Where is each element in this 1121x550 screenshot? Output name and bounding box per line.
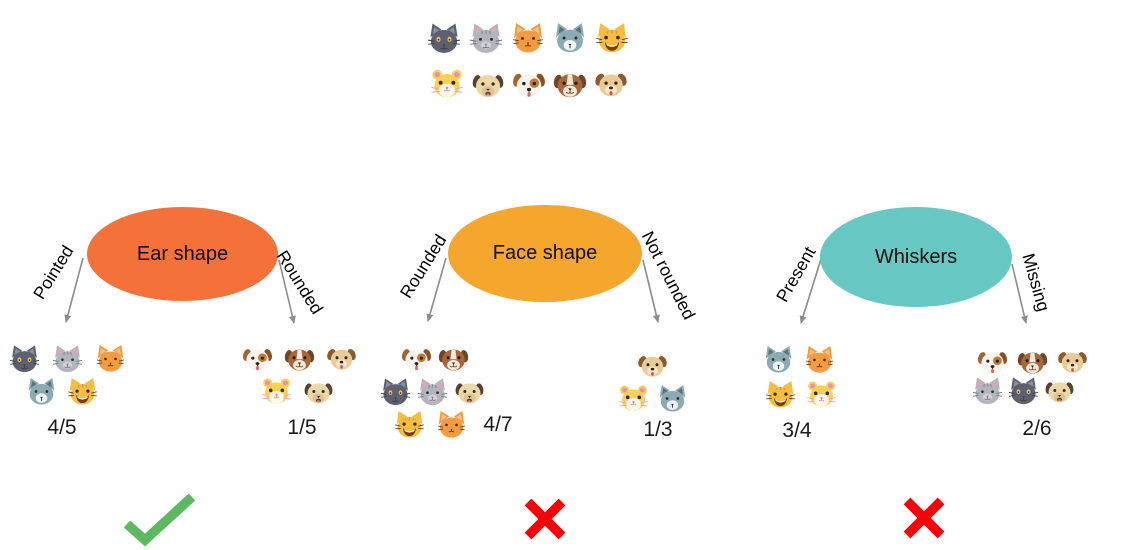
dog-white-emoji <box>512 67 546 101</box>
purity-fraction-rounded: 1/5 <box>287 416 317 439</box>
cat-grin-emoji <box>765 379 796 410</box>
purity-fraction-pointed: 4/5 <box>47 416 77 439</box>
branch-label-missing: Missing <box>1018 251 1054 314</box>
dog-tan-emoji <box>637 350 668 381</box>
checkmark-stroke <box>123 493 196 547</box>
cross-icon <box>524 498 566 540</box>
checkmark-icon <box>123 493 196 547</box>
wolf-emoji <box>26 376 57 407</box>
wolf-emoji <box>763 344 794 375</box>
hamster-emoji <box>618 383 649 414</box>
subset-row <box>977 346 1088 377</box>
subset-row <box>637 350 688 381</box>
cross-icon <box>903 497 945 539</box>
cat-gray-emoji <box>52 343 83 374</box>
cat-orange-emoji <box>511 21 545 55</box>
branch-label-rounded-face: Rounded <box>395 230 451 302</box>
feature-label: Whiskers <box>874 245 958 268</box>
branch-label-not-rounded: Not rounded <box>637 227 700 323</box>
cat-gray-emoji <box>469 21 503 55</box>
purity-fraction-face-rounded: 4/7 <box>483 413 513 436</box>
cat-grin-emoji <box>67 376 98 407</box>
cat-dark-emoji <box>1008 375 1039 406</box>
subset-whiskers-present <box>763 344 837 410</box>
cat-orange-emoji <box>436 409 467 440</box>
dog-white-emoji <box>977 346 1008 377</box>
branch-label-present: Present <box>771 243 820 306</box>
cat-grin-emoji <box>595 21 629 55</box>
subset-ear-shape-pointed <box>9 343 126 407</box>
feature-label: Ear shape <box>136 242 229 265</box>
cat-gray-emoji <box>417 376 448 407</box>
cross-stroke <box>903 497 945 539</box>
dog-pug-emoji <box>1044 375 1075 406</box>
hamster-emoji <box>261 376 292 407</box>
subset-row <box>972 375 1088 406</box>
feature-ellipse-whiskers: Whiskers <box>820 207 1012 307</box>
dataset-row-dogs <box>430 67 628 101</box>
branch-label-rounded: Rounded <box>272 246 328 318</box>
subset-row <box>242 343 357 374</box>
subset-row <box>401 343 485 374</box>
subset-row <box>618 383 688 414</box>
wolf-emoji <box>657 383 688 414</box>
wolf-emoji <box>553 21 587 55</box>
purity-fraction-not-rounded: 1/3 <box>643 418 673 441</box>
feature-ellipse-face-shape: Face shape <box>448 205 642 302</box>
subset-row <box>763 344 837 375</box>
dataset-row-cats <box>427 21 629 55</box>
subset-face-shape-not-rounded <box>618 350 688 414</box>
subset-row <box>261 376 357 407</box>
purity-fraction-missing: 2/6 <box>1022 417 1052 440</box>
dog-pug-emoji <box>303 376 334 407</box>
subset-whiskers-missing <box>972 346 1088 406</box>
dog-pug-emoji <box>454 376 485 407</box>
subset-ear-shape-rounded <box>242 343 357 407</box>
hamster-emoji <box>806 379 837 410</box>
cat-gray-emoji <box>972 375 1003 406</box>
purity-fraction-present: 3/4 <box>782 419 812 442</box>
dog-boxer-emoji <box>553 67 587 101</box>
dog-boxer-emoji <box>438 343 469 374</box>
cross-stroke <box>524 498 566 540</box>
subset-row <box>380 376 485 407</box>
dog-boxer-emoji <box>1017 346 1048 377</box>
cat-orange-emoji <box>95 343 126 374</box>
subset-row <box>9 343 126 374</box>
hamster-emoji <box>430 67 464 101</box>
dog-white-emoji <box>401 343 432 374</box>
dog-tan-emoji <box>1057 346 1088 377</box>
cat-grin-emoji <box>394 409 425 440</box>
dog-tan-emoji <box>326 343 357 374</box>
subset-row <box>26 376 126 407</box>
dog-tan-emoji <box>594 67 628 101</box>
cat-dark-emoji <box>427 21 461 55</box>
cat-dark-emoji <box>9 343 40 374</box>
branch-label-pointed: Pointed <box>29 241 78 303</box>
feature-ellipse-ear-shape: Ear shape <box>87 207 278 301</box>
cat-orange-emoji <box>804 344 835 375</box>
feature-label: Face shape <box>492 242 598 264</box>
dog-boxer-emoji <box>284 343 315 374</box>
subset-row <box>765 379 837 410</box>
cat-dark-emoji <box>380 376 411 407</box>
dog-pug-emoji <box>471 67 505 101</box>
dog-white-emoji <box>242 343 273 374</box>
